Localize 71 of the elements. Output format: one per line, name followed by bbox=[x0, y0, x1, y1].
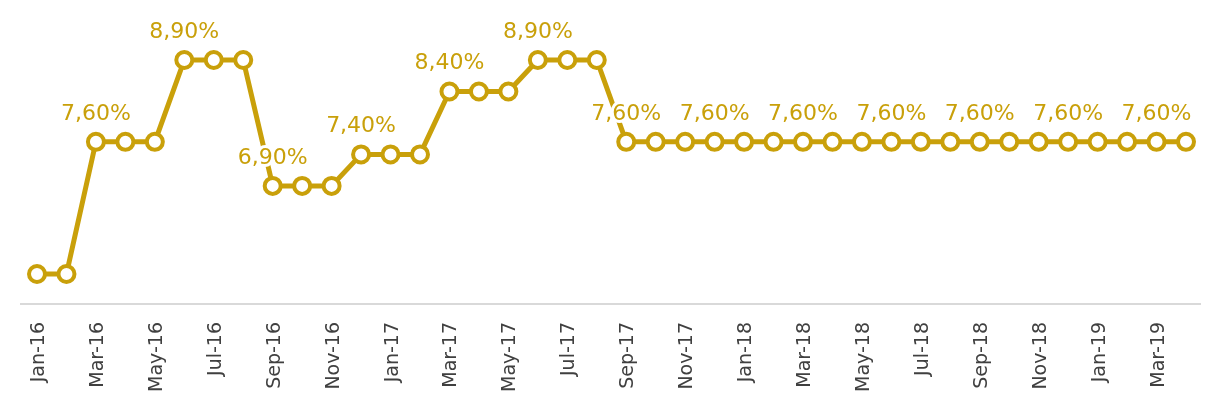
point bbox=[351, 144, 372, 165]
point bbox=[439, 81, 460, 102]
data-label: 7,60% bbox=[944, 99, 1015, 125]
data-label: 8,90% bbox=[149, 18, 220, 43]
x-tick-label: Sep-18 bbox=[968, 322, 991, 389]
x-tick-label: Jul-17 bbox=[556, 322, 579, 377]
point bbox=[468, 81, 489, 102]
point bbox=[704, 131, 725, 152]
point bbox=[763, 131, 784, 152]
point bbox=[410, 144, 430, 165]
data-label: 7,60% bbox=[1033, 99, 1104, 125]
point bbox=[203, 50, 224, 70]
point bbox=[498, 81, 519, 102]
point bbox=[27, 264, 47, 284]
x-tick-label: Nov-17 bbox=[674, 322, 697, 390]
point bbox=[734, 131, 755, 152]
point bbox=[822, 131, 843, 152]
point bbox=[1117, 131, 1138, 152]
data-label: 7,60% bbox=[768, 99, 838, 125]
point bbox=[645, 131, 666, 152]
point bbox=[115, 131, 136, 152]
point bbox=[940, 131, 961, 152]
point bbox=[85, 131, 106, 152]
point bbox=[233, 50, 254, 70]
x-tick-label: Nov-18 bbox=[1027, 322, 1050, 390]
point bbox=[675, 131, 696, 152]
x-tick-label: Jan-18 bbox=[733, 322, 756, 384]
x-tick-label: Jul-16 bbox=[202, 322, 225, 377]
x-tick-label: Nov-16 bbox=[320, 322, 343, 390]
data-label: 7,60% bbox=[60, 99, 131, 125]
point bbox=[616, 131, 637, 152]
point bbox=[910, 131, 931, 152]
data-label: 7,60% bbox=[856, 99, 927, 125]
point bbox=[144, 131, 165, 152]
point bbox=[1146, 131, 1167, 152]
point bbox=[586, 50, 607, 70]
point bbox=[557, 50, 578, 70]
data-label: 8,90% bbox=[502, 18, 573, 43]
data-label: 8,40% bbox=[414, 49, 485, 75]
point bbox=[1058, 131, 1079, 152]
point bbox=[969, 131, 990, 152]
x-tick-label: Jan-17 bbox=[379, 322, 402, 384]
x-tick-label: Mar-18 bbox=[792, 322, 814, 388]
point bbox=[881, 131, 902, 152]
x-tick-label: May-17 bbox=[497, 322, 520, 392]
point bbox=[380, 144, 401, 165]
x-tick-label: Mar-17 bbox=[438, 322, 461, 388]
point bbox=[793, 131, 813, 152]
x-tick-label: Jan-16 bbox=[26, 322, 48, 384]
point bbox=[851, 131, 872, 152]
point bbox=[174, 50, 195, 70]
x-tick-label: May-16 bbox=[143, 322, 166, 392]
x-tick-label: Sep-17 bbox=[615, 322, 638, 389]
x-tick-label: Sep-16 bbox=[261, 322, 284, 389]
x-tick-label: Jul-18 bbox=[909, 322, 932, 377]
point bbox=[262, 175, 283, 196]
point bbox=[1028, 131, 1049, 152]
data-label: 7,60% bbox=[1121, 99, 1192, 125]
point bbox=[527, 50, 548, 70]
point bbox=[56, 264, 77, 284]
point bbox=[321, 175, 342, 196]
x-tick-label: May-18 bbox=[850, 322, 873, 392]
x-tick-label: Mar-16 bbox=[84, 322, 107, 388]
point bbox=[292, 175, 313, 196]
x-tick-label: Jan-19 bbox=[1086, 322, 1109, 384]
point bbox=[1087, 131, 1108, 152]
data-label: 7,60% bbox=[679, 99, 750, 125]
x-tick-label: Mar-19 bbox=[1145, 322, 1168, 388]
data-label: 7,40% bbox=[326, 112, 397, 138]
point bbox=[999, 131, 1020, 152]
point bbox=[1176, 131, 1196, 152]
